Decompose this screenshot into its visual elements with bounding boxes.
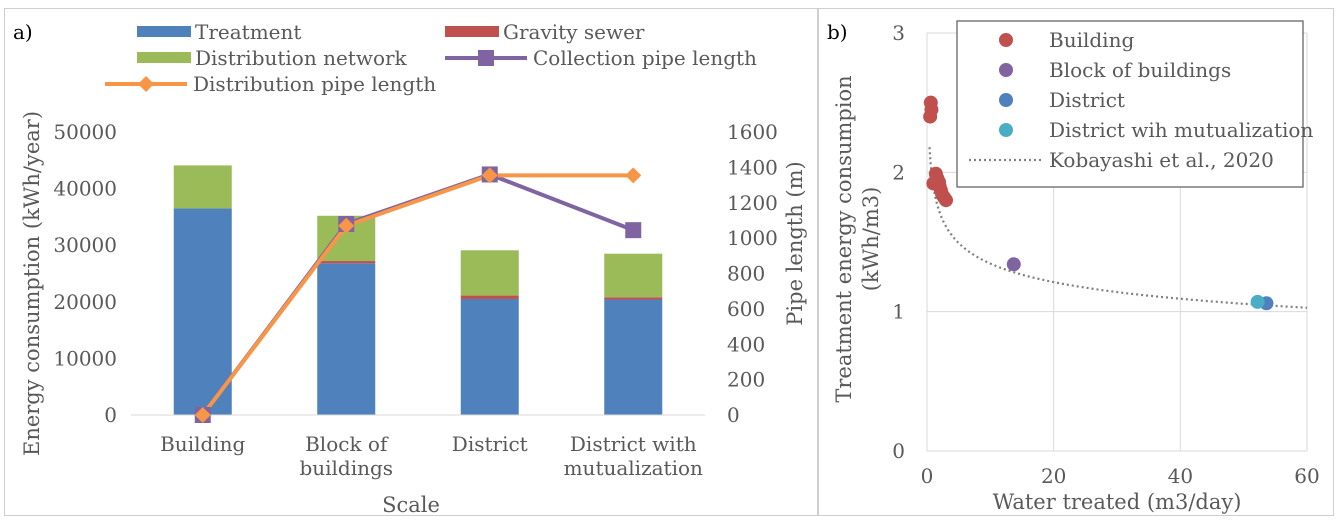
x-axis-title: Scale <box>382 493 440 517</box>
y2-tick-label: 800 <box>727 262 765 286</box>
legend-marker-district-wih-mutualization <box>999 123 1013 137</box>
trendline-kobayashi <box>928 147 1308 309</box>
y-axis-title: Treatment energy consumpion <box>832 75 856 402</box>
legend-label-kobayashi-et-al-2020: Kobayashi et al., 2020 <box>1049 148 1274 172</box>
marker-distribution-pipe-length <box>194 407 211 423</box>
y-tick-label: 1 <box>892 300 905 324</box>
y-tick-label: 50000 <box>53 120 117 144</box>
y2-tick-label: 1000 <box>727 226 778 250</box>
legend-swatch-gravity-sewer <box>445 26 499 37</box>
y2-axis-title: Pipe length (m) <box>783 161 807 325</box>
panel-label: a) <box>13 20 33 44</box>
marker-distribution-pipe-length <box>338 217 355 234</box>
y2-tick-label: 1400 <box>727 155 778 179</box>
marker-distribution-pipe-length <box>625 167 642 184</box>
legend-label-district: District <box>1049 88 1125 112</box>
legend-marker-block-of-buildings <box>999 63 1013 77</box>
bar-treatment <box>460 298 519 415</box>
x-tick-label: buildings <box>299 456 393 480</box>
y2-tick-label: 1200 <box>727 191 778 215</box>
x-tick-label: mutualization <box>564 456 703 480</box>
x-tick-label: Block of <box>305 432 389 456</box>
legend-label-gravity-sewer: Gravity sewer <box>503 20 645 44</box>
x-tick-label: District <box>452 432 528 456</box>
y-tick-label: 20000 <box>53 290 117 314</box>
bar-treatment <box>604 299 663 415</box>
x-tick-label: 0 <box>921 464 934 488</box>
legend-label-building: Building <box>1049 28 1134 52</box>
panel-label: b) <box>827 20 848 44</box>
energy-pipe-chart: a) 0 10000 20000 30000 40000 50000 0 200 400 600 80… <box>13 20 807 517</box>
legend-label-district-wih-mutualization: District wih mutualization <box>1049 118 1313 142</box>
x-tick-label: 60 <box>1294 464 1319 488</box>
y2-tick-label: 1600 <box>727 120 778 144</box>
legend-label-distribution-pipe-length: Distribution pipe length <box>193 72 436 96</box>
y2-tick-label: 0 <box>727 403 740 427</box>
legend-swatch-distribution-network <box>137 52 191 63</box>
y-tick-label: 3 <box>892 21 905 45</box>
x-tick-label: District with <box>570 432 697 456</box>
bar-treatment <box>173 208 232 415</box>
legend-marker-distribution-pipe-length <box>138 76 154 92</box>
y-tick-label: 40000 <box>53 177 117 201</box>
point-building <box>923 109 938 124</box>
x-axis-title: Water treated (m3/day) <box>993 490 1242 514</box>
bar-distribution-network <box>173 165 232 209</box>
y-tick-label: 2 <box>892 160 905 184</box>
point-district-wih-mutualization <box>1250 294 1265 309</box>
bar-treatment <box>317 263 376 415</box>
x-tick-label: 20 <box>1041 464 1066 488</box>
legend-marker-collection-pipe-length <box>478 50 494 66</box>
y-tick-label: 10000 <box>53 346 117 370</box>
energy-pipe-chart-panel: a) 0 10000 20000 30000 40000 50000 0 200 400 600 80… <box>4 8 818 517</box>
legend-marker-building <box>999 33 1013 47</box>
legend-label-collection-pipe-length: Collection pipe length <box>533 46 757 70</box>
y-axis-title: Energy consumption (kWh/year) <box>20 111 44 456</box>
x-tick-label: Building <box>160 432 245 456</box>
bar-gravity-sewer <box>317 261 376 264</box>
x-tick-label: 40 <box>1168 464 1193 488</box>
y-axis-title: (kWh/m3) <box>859 187 883 292</box>
bar-distribution-network <box>604 253 663 298</box>
line-distribution-pipe-length <box>201 173 634 417</box>
bar-distribution-network <box>460 250 519 296</box>
y-tick-label: 30000 <box>53 233 117 257</box>
y-tick-label: 0 <box>892 439 905 463</box>
y2-tick-label: 200 <box>727 368 765 392</box>
treatment-energy-scatter-panel: b) 0 1 2 3 0 20 40 60 Water treated (m3/day) Treat… <box>818 8 1334 516</box>
marker-distribution-pipe-length <box>481 167 498 184</box>
legend-label-block-of-buildings: Block of buildings <box>1049 58 1231 82</box>
y2-tick-label: 400 <box>727 332 765 356</box>
bar-gravity-sewer <box>460 295 519 299</box>
legend-swatch-treatment <box>137 26 191 37</box>
legend-label-distribution-network: Distribution network <box>195 46 408 70</box>
y2-tick-label: 600 <box>727 297 765 321</box>
legend-marker-district <box>999 93 1013 107</box>
y-tick-label: 0 <box>104 403 117 427</box>
marker-collection-pipe-length <box>625 222 642 239</box>
line-collection-pipe-length <box>201 172 634 417</box>
legend-label-treatment: Treatment <box>195 20 301 44</box>
point-building <box>939 193 953 208</box>
legend: Building Block of buildings District Distri… <box>956 20 1313 188</box>
treatment-energy-scatter: b) 0 1 2 3 0 20 40 60 Water treated (m3/day) Treat… <box>827 20 1320 514</box>
legend: Treatment Gravity sewer Distribution netwo… <box>105 20 757 96</box>
bar-gravity-sewer <box>604 297 663 300</box>
point-block-of-buildings <box>1006 257 1021 272</box>
